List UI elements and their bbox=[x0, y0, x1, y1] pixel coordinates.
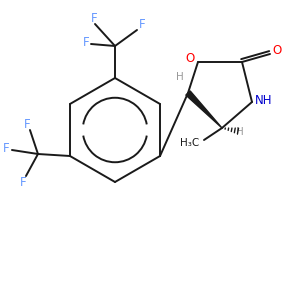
Text: H₃C: H₃C bbox=[180, 138, 200, 148]
Text: F: F bbox=[83, 35, 89, 49]
Text: F: F bbox=[91, 11, 97, 25]
Text: H: H bbox=[236, 127, 244, 137]
Text: O: O bbox=[272, 44, 282, 58]
Text: O: O bbox=[185, 52, 195, 64]
Text: F: F bbox=[3, 142, 9, 154]
Text: NH: NH bbox=[255, 94, 273, 106]
Text: F: F bbox=[139, 19, 145, 32]
Text: H: H bbox=[176, 72, 184, 82]
Text: F: F bbox=[20, 176, 26, 188]
Text: F: F bbox=[24, 118, 30, 130]
Polygon shape bbox=[186, 91, 222, 128]
